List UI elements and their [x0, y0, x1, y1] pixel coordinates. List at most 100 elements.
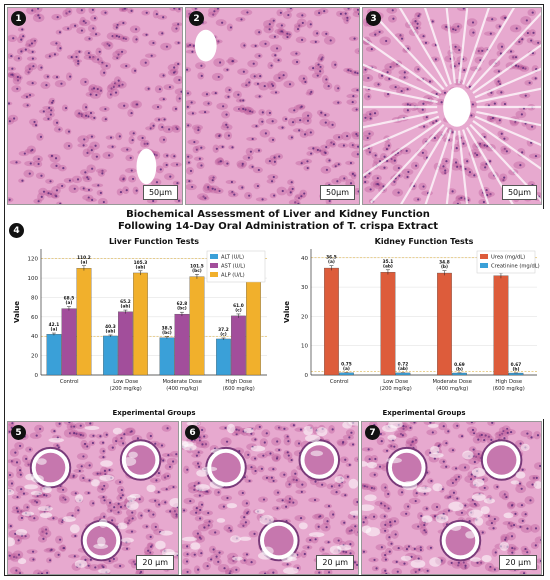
- kidney-function-chart: Kidney Function Tests 0 10 20 30 40 Value Exper…: [283, 237, 540, 417]
- y-tick-label: 20: [301, 314, 308, 320]
- y-tick-label: 100: [28, 276, 39, 282]
- data-label: 68.5: [64, 296, 75, 302]
- scale-bar-label: 20 µm: [316, 555, 354, 570]
- y-tick-label: 0: [35, 373, 39, 379]
- figure-title-line-1: Biochemical Assessment of Liver and Kidn…: [126, 209, 430, 220]
- bar: [437, 272, 452, 376]
- data-label: 34.8: [439, 260, 450, 266]
- figure-frame: 1 50µm 2 50µm 3 50µm 4 Biochemical Asses…: [4, 4, 545, 576]
- data-label: 0.75: [341, 362, 352, 368]
- kidney-tissue-image: [362, 422, 541, 574]
- x-tick-label: Moderate Dose: [163, 379, 202, 385]
- significance-letter: (b): [441, 264, 448, 270]
- panel-7-kidney-histology: 7 20 µm: [361, 421, 542, 575]
- x-axis-label: Experimental Groups: [112, 409, 195, 417]
- liver-tissue-image: [186, 8, 359, 204]
- scale-bar-label: 50µm: [501, 185, 537, 200]
- y-tick-label: 0: [305, 373, 309, 379]
- panel-5-kidney-histology: 5 20 µm: [7, 421, 179, 575]
- figure-title-line-2: Following 14-Day Oral Administration of …: [117, 221, 439, 232]
- bar: [246, 278, 261, 376]
- legend: [476, 250, 536, 274]
- panel-badge: 4: [9, 223, 24, 238]
- scale-bar-label: 50µm: [319, 185, 355, 200]
- data-label: 37.2: [218, 327, 229, 333]
- panel-badge: 1: [11, 11, 26, 26]
- data-label: 62.8: [177, 301, 188, 307]
- bar: [118, 311, 133, 376]
- data-label: 38.5: [162, 326, 173, 332]
- significance-letter: (ab): [135, 264, 145, 270]
- significance-letter: (a): [328, 259, 335, 265]
- panel-2-liver-histology: 2 50µm: [185, 7, 360, 205]
- x-tick-label: (400 mg/kg): [436, 386, 468, 392]
- liver-function-chart: Liver Function Tests 0 20 40 60 80 100 120 Value…: [13, 237, 267, 417]
- panel-badge: 3: [366, 11, 381, 26]
- liver-tissue-image: [8, 8, 182, 204]
- y-tick-label: 30: [301, 285, 308, 291]
- chart-title: Kidney Function Tests: [375, 237, 474, 246]
- scale-bar-label: 20 µm: [136, 555, 174, 570]
- bar: [189, 276, 205, 376]
- y-tick-label: 40: [301, 256, 308, 262]
- bar: [493, 275, 509, 376]
- y-tick-label: 120: [28, 257, 39, 263]
- legend-swatch: [480, 263, 488, 268]
- significance-letter: (ab): [383, 263, 393, 269]
- data-label: 65.2: [120, 299, 131, 305]
- legend-swatch: [480, 254, 488, 259]
- data-label: 0.67: [511, 362, 522, 368]
- x-tick-label: Control: [330, 379, 349, 385]
- x-tick-label: (400 mg/kg): [166, 386, 198, 392]
- y-tick-label: 60: [31, 315, 38, 321]
- bar: [61, 308, 77, 376]
- data-label: 36.5: [326, 255, 337, 261]
- panel-badge: 2: [189, 11, 204, 26]
- bar: [103, 335, 118, 376]
- data-label: 42.1: [49, 322, 60, 328]
- data-label: 0.72: [398, 362, 409, 368]
- data-label: 101.5: [190, 263, 204, 269]
- panel-badge: 5: [11, 425, 26, 440]
- bar: [339, 372, 354, 376]
- scale-bar-label: 20 µm: [499, 555, 537, 570]
- legend-swatch: [210, 263, 218, 268]
- bar: [133, 272, 148, 376]
- panel-badge: 6: [185, 425, 200, 440]
- bar: [159, 337, 175, 376]
- legend-label: AST (U/L): [221, 264, 245, 270]
- x-tick-label: (200 mg/kg): [380, 386, 412, 392]
- bar: [508, 372, 524, 376]
- chart-title: Liver Function Tests: [109, 237, 199, 246]
- significance-letter: (ab): [398, 366, 408, 372]
- legend-label: Creatinine (mg/dL): [491, 264, 540, 270]
- bar: [231, 315, 246, 376]
- bar: [174, 313, 190, 376]
- bar: [46, 334, 62, 376]
- significance-letter: (a): [81, 259, 88, 265]
- x-tick-label: High Dose: [495, 379, 522, 385]
- bar: [395, 372, 411, 376]
- significance-letter: (a): [343, 366, 350, 372]
- panel-3-liver-histology: 3 50µm: [362, 7, 542, 205]
- legend-swatch: [210, 272, 218, 277]
- significance-letter: (b): [512, 366, 519, 372]
- data-label: 40.3: [105, 324, 116, 330]
- x-axis-label: Experimental Groups: [382, 409, 465, 417]
- y-tick-label: 10: [301, 344, 308, 350]
- legend-label: ALP (U/L): [221, 273, 245, 279]
- x-tick-label: Moderate Dose: [433, 379, 472, 385]
- significance-letter: (b): [456, 366, 463, 372]
- x-tick-label: Low Dose: [383, 379, 408, 385]
- panel-4-biochemical-charts: 4 Biochemical Assessment of Liver and Ki…: [9, 209, 545, 419]
- data-label: 61.0: [233, 303, 244, 309]
- y-axis-label: Value: [283, 301, 291, 323]
- legend-label: Urea (mg/dL): [491, 255, 525, 261]
- significance-letter: (ab): [120, 304, 130, 310]
- x-tick-label: (600 mg/kg): [493, 386, 525, 392]
- bar: [76, 268, 92, 376]
- panel-6-kidney-histology: 6 20 µm: [181, 421, 359, 575]
- significance-letter: (a): [51, 327, 58, 333]
- figure-title: Biochemical Assessment of Liver and Kidn…: [11, 209, 545, 233]
- liver-tissue-image: [363, 8, 541, 204]
